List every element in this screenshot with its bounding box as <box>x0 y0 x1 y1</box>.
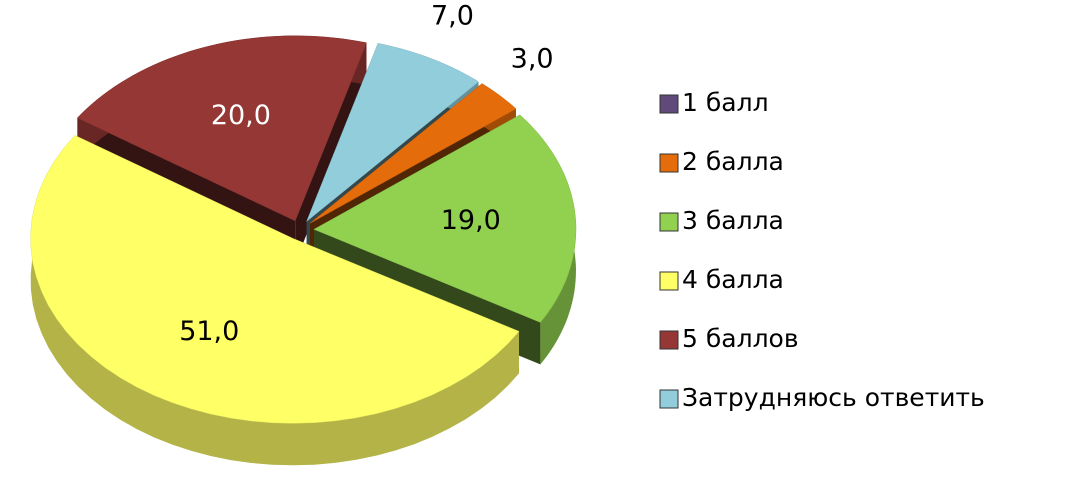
slice <box>313 114 577 323</box>
legend-swatch <box>659 389 679 409</box>
slice <box>30 135 520 424</box>
legend-swatch <box>659 271 679 291</box>
slice <box>76 35 367 222</box>
data-label: 19,0 <box>441 205 501 236</box>
slice <box>306 43 479 223</box>
legend-label: 4 балла <box>682 265 784 294</box>
legend-label: 5 баллов <box>682 324 799 353</box>
data-label: 7,0 <box>431 0 474 31</box>
legend-label: 2 балла <box>682 147 784 176</box>
data-label: 3,0 <box>511 43 554 74</box>
legend-swatch <box>659 94 679 114</box>
legend-label: Затрудняюсь ответить <box>682 383 985 412</box>
slice-tops <box>30 35 577 424</box>
legend-label: 1 балл <box>682 88 769 117</box>
legend-swatch <box>659 153 679 173</box>
data-label: 51,0 <box>179 316 239 347</box>
legend-label: 3 балла <box>682 206 784 235</box>
legend-swatch <box>659 212 679 232</box>
slice <box>309 83 517 224</box>
data-label: 20,0 <box>211 100 271 131</box>
legend-swatch <box>659 330 679 350</box>
